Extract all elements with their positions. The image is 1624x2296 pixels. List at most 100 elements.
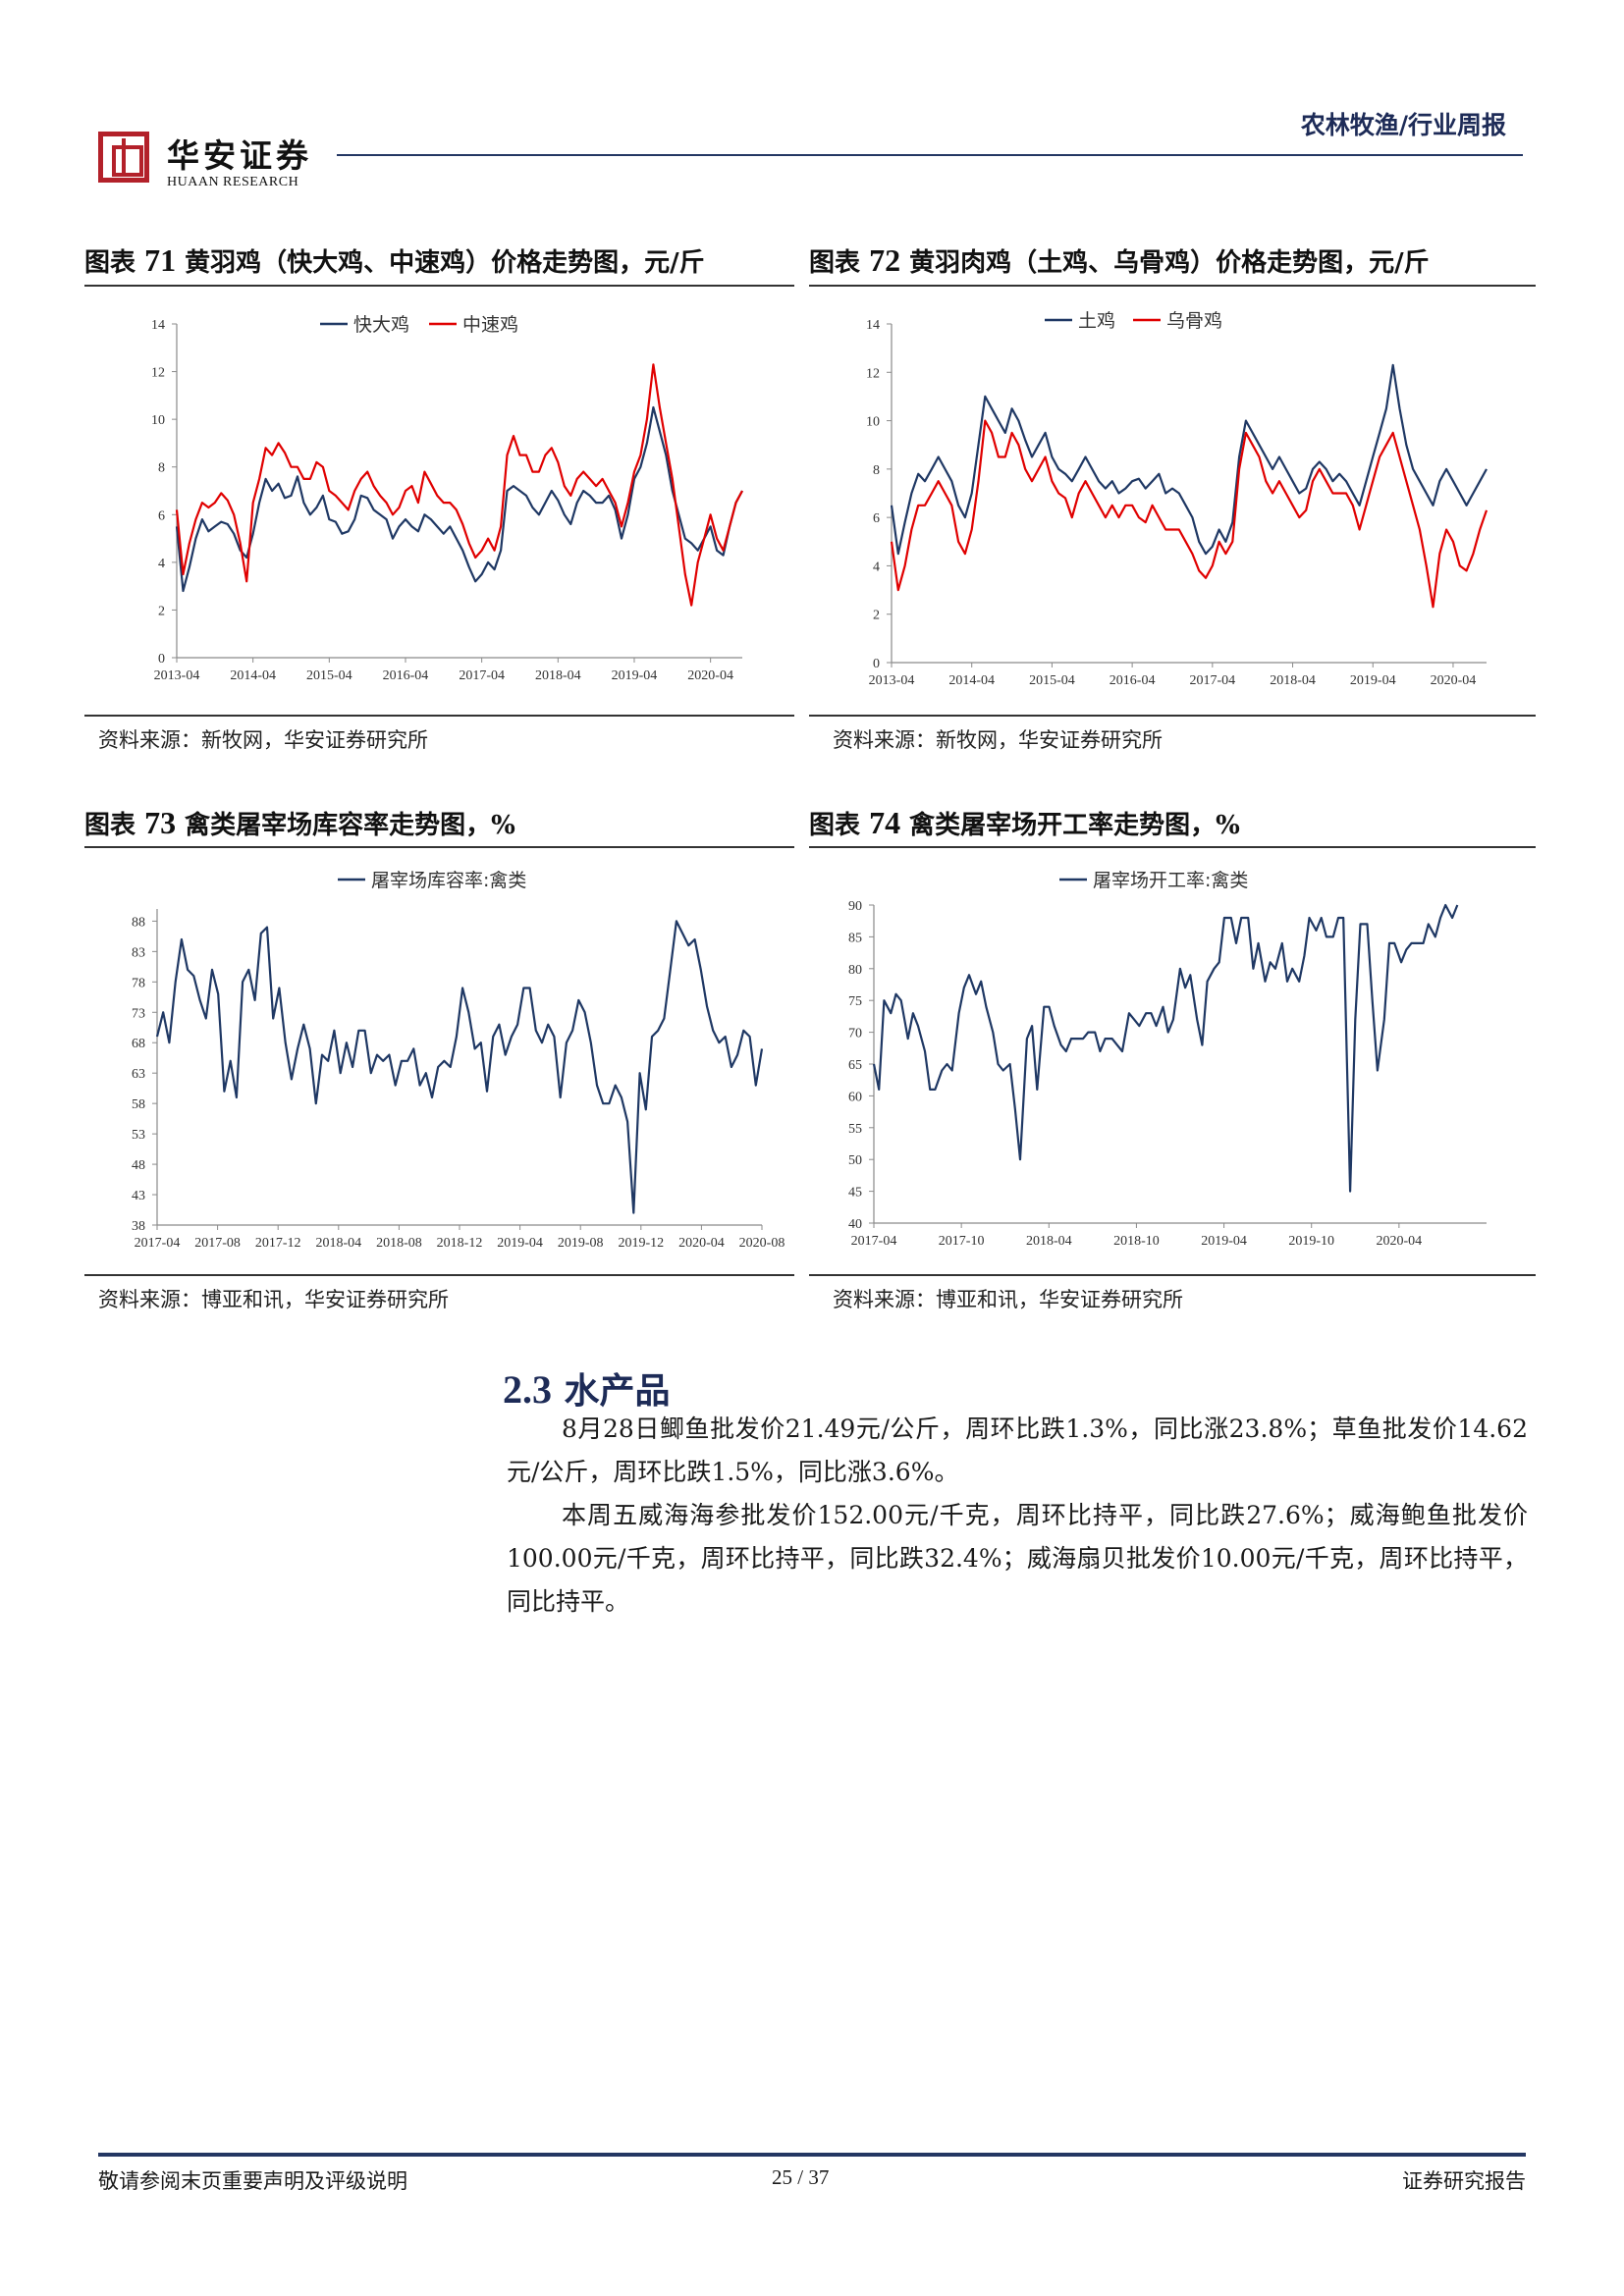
figure-71-source: 资料来源：新牧网，华安证券研究所 [98, 728, 428, 752]
section-number: 2.3 [503, 1367, 552, 1412]
y-tick-label: 78 [132, 976, 145, 990]
y-tick-label: 6 [158, 508, 165, 523]
figure-74-caption: 禽类屠宰场开工率走势图，% [909, 811, 1240, 840]
x-tick-label: 2020-04 [1431, 673, 1477, 688]
y-tick-label: 2 [873, 609, 880, 623]
y-tick-label: 0 [158, 652, 165, 667]
y-tick-label: 12 [866, 366, 880, 381]
x-tick-label: 2018-04 [315, 1236, 361, 1251]
figure-73-caption: 禽类屠宰场库容率走势图，% [185, 811, 515, 840]
y-tick-label: 83 [132, 945, 145, 960]
legend-label-1: 屠宰场库容率:禽类 [371, 870, 526, 891]
x-tick-label: 2015-04 [306, 668, 352, 683]
figure-72-bottom-rule [809, 715, 1536, 717]
x-tick-label: 2018-10 [1113, 1234, 1160, 1249]
figure-74-source: 资料来源：博亚和讯，华安证券研究所 [833, 1288, 1183, 1311]
footer-divider [98, 2153, 1526, 2157]
series-line-2 [890, 419, 1489, 609]
legend-label-2: 中速鸡 [462, 314, 518, 336]
x-tick-label: 2020-04 [678, 1236, 725, 1251]
figure-74-prefix: 图表 [809, 811, 861, 840]
y-tick-label: 58 [132, 1097, 145, 1112]
figure-73-number: 73 [144, 805, 177, 840]
y-tick-label: 4 [158, 557, 165, 571]
series-line-1 [872, 903, 1459, 1193]
figure-72-source: 资料来源：新牧网，华安证券研究所 [833, 728, 1163, 752]
y-tick-label: 80 [848, 963, 862, 978]
x-tick-label: 2020-08 [739, 1236, 785, 1251]
section-paragraph-2: 本周五威海海参批发价152.00元/千克，周环比持平，同比跌27.6%；威海鲍鱼… [507, 1501, 1528, 1616]
y-tick-label: 43 [132, 1189, 145, 1203]
x-tick-label: 2016-04 [1110, 673, 1156, 688]
logo-chinese-name: 华安证券 [167, 136, 312, 175]
chart-72: 0 2 4 6 8 10 12 14 2013-04 2014-04 2015-04 2016-04 2… [866, 310, 1489, 688]
figure-73-source: 资料来源：博亚和讯，华安证券研究所 [98, 1288, 449, 1311]
chart-74: 40 45 50 55 60 65 70 75 80 85 90 2017-04 2017-10 2018… [848, 870, 1487, 1249]
y-tick-label: 60 [848, 1090, 862, 1104]
y-tick-label: 6 [873, 511, 880, 526]
x-tick-label: 2020-04 [687, 668, 733, 683]
y-tick-label: 85 [848, 931, 862, 945]
x-tick-label: 2019-12 [618, 1236, 664, 1251]
y-tick-label: 4 [873, 560, 880, 574]
figure-71-top-rule [84, 285, 794, 287]
series-line-1 [890, 363, 1488, 556]
x-tick-label: 2013-04 [154, 668, 200, 683]
figure-74-number: 74 [869, 805, 901, 840]
x-tick-label: 2018-04 [535, 668, 581, 683]
chart-73: 38 43 48 53 58 63 68 73 78 83 88 2017-04 2017-08 2017… [132, 870, 785, 1251]
series-line-1 [175, 405, 743, 593]
series-line-1 [155, 920, 764, 1214]
y-tick-label: 2 [158, 604, 165, 618]
section-paragraph-1: 8月28日鲫鱼批发价21.49元/公斤，周环比跌1.3%，同比涨23.8%；草鱼… [507, 1415, 1528, 1486]
legend-label-1: 快大鸡 [353, 314, 409, 336]
figure-71-number: 71 [144, 242, 177, 278]
x-tick-label: 2015-04 [1029, 673, 1075, 688]
y-tick-label: 45 [848, 1186, 862, 1201]
y-tick-label: 14 [151, 318, 165, 333]
x-tick-label: 2019-04 [1350, 673, 1396, 688]
y-tick-label: 10 [866, 415, 880, 430]
section-heading: 2.3 水产品 [503, 1362, 671, 1414]
report-category: 农林牧渔/行业周报 [1300, 111, 1506, 139]
x-tick-label: 2017-04 [851, 1234, 897, 1249]
x-tick-label: 2019-08 [558, 1236, 604, 1251]
x-tick-label: 2014-04 [948, 673, 995, 688]
x-tick-label: 2016-04 [383, 668, 429, 683]
figure-74-bottom-rule [809, 1274, 1536, 1276]
y-tick-label: 75 [848, 994, 862, 1009]
figure-74-top-rule [809, 846, 1536, 848]
page-number: 25 / 37 [772, 2165, 830, 2189]
x-tick-label: 2017-04 [459, 668, 505, 683]
y-tick-label: 8 [158, 461, 165, 476]
y-tick-label: 12 [151, 366, 165, 381]
figure-73-bottom-rule [84, 1274, 794, 1276]
chart-71: 0 2 4 6 8 10 12 14 2013-04 2014-04 2015-04 2016-04 2… [151, 314, 743, 683]
footer-report-type: 证券研究报告 [1402, 2169, 1526, 2193]
y-tick-label: 68 [132, 1037, 145, 1051]
x-tick-label: 2017-10 [939, 1234, 985, 1249]
y-tick-label: 10 [151, 413, 165, 428]
x-tick-label: 2019-04 [1201, 1234, 1247, 1249]
x-tick-label: 2017-08 [194, 1236, 241, 1251]
figure-71-caption: 黄羽鸡（快大鸡、中速鸡）价格走势图，元/斤 [185, 248, 705, 278]
figure-72-prefix: 图表 [809, 248, 861, 278]
figure-73-top-rule [84, 846, 794, 848]
logo-seal-icon [98, 132, 149, 183]
figure-72-top-rule [809, 285, 1536, 287]
x-tick-label: 2020-04 [1377, 1234, 1423, 1249]
figure-73-title: 图表 73 禽类屠宰场库容率走势图，% [84, 805, 515, 841]
figure-73-prefix: 图表 [84, 811, 136, 840]
figure-72-caption: 黄羽肉鸡（土鸡、乌骨鸡）价格走势图，元/斤 [909, 248, 1430, 278]
x-tick-label: 2017-12 [255, 1236, 301, 1251]
y-tick-label: 50 [848, 1153, 862, 1168]
figure-71-bottom-rule [84, 715, 794, 717]
y-tick-label: 65 [848, 1058, 862, 1073]
section-title: 水产品 [564, 1370, 671, 1412]
y-tick-label: 55 [848, 1122, 862, 1137]
y-tick-label: 90 [848, 899, 862, 914]
x-tick-label: 2013-04 [869, 673, 915, 688]
x-tick-label: 2017-04 [135, 1236, 181, 1251]
y-tick-label: 8 [873, 463, 880, 478]
legend-label-1: 屠宰场开工率:禽类 [1093, 870, 1248, 891]
